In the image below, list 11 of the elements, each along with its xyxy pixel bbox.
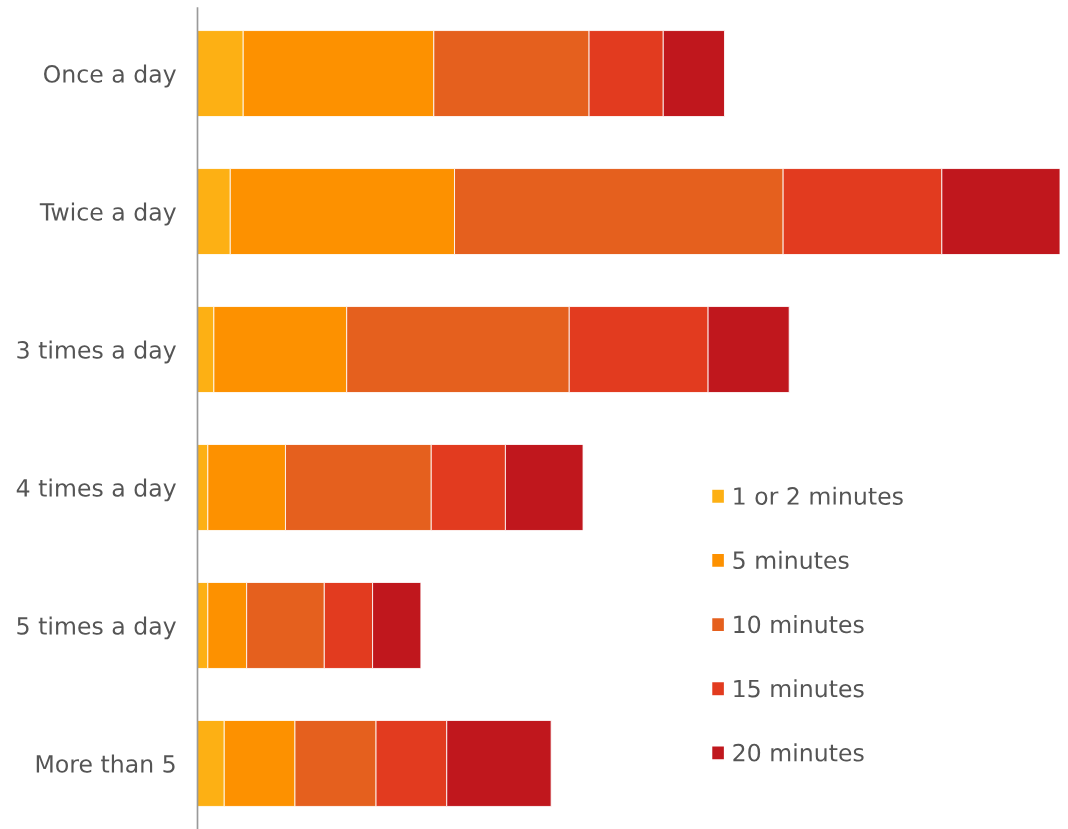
legend-label: 1 or 2 minutes [734,486,903,505]
y-tick-label: 5 times a day [17,616,176,640]
y-tick-label: More than 5 [36,754,175,773]
y-tick-label: Once a day [44,64,176,88]
legend-label: 20 minutes [733,743,864,762]
legend-label: 5 minutes [733,550,849,570]
y-tick-label: 3 times a day [17,340,176,364]
legend-label: 10 minutes [734,615,864,634]
y-tick-label: 4 times a day [16,478,176,502]
y-tick-label: Twice a day [39,202,176,226]
legend-label: 15 minutes [734,679,864,698]
